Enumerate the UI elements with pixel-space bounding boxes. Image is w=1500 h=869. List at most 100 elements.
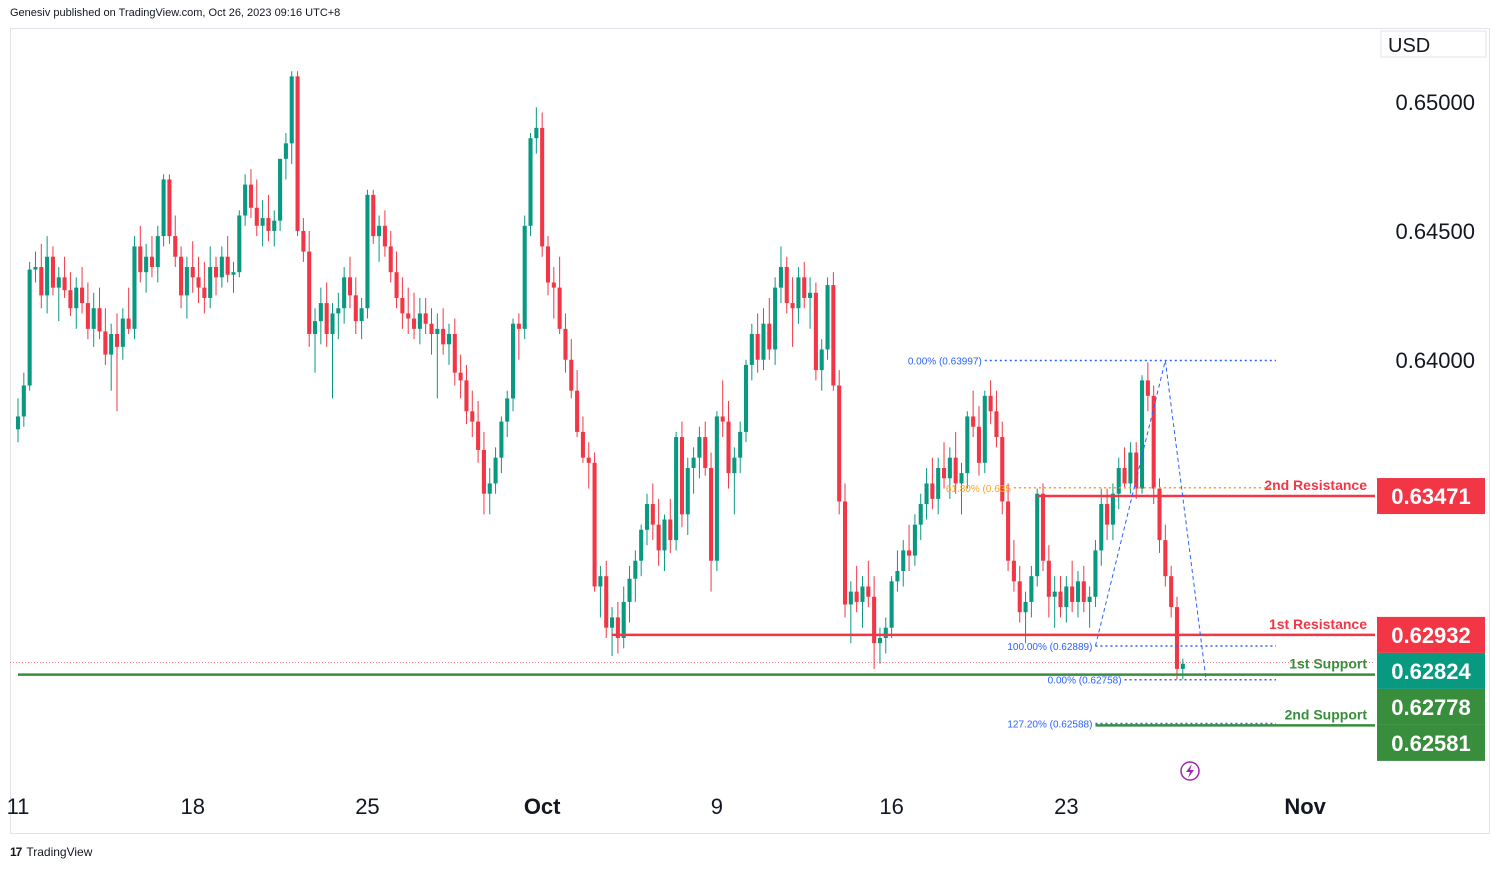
- currency-label: USD: [1388, 35, 1430, 57]
- candle: [738, 421, 743, 474]
- candle: [1116, 457, 1121, 510]
- candle: [85, 282, 90, 340]
- candle: [540, 112, 545, 257]
- candle: [679, 421, 684, 528]
- candle: [225, 236, 230, 283]
- candle-body: [406, 313, 411, 319]
- candle: [668, 498, 673, 553]
- candle-body: [569, 359, 574, 391]
- candle-body: [237, 215, 242, 273]
- candle-body: [691, 457, 696, 468]
- candle-body: [312, 321, 318, 334]
- candle-body: [307, 251, 312, 334]
- price-tag: 0.62824: [1377, 652, 1485, 689]
- candle-body: [505, 398, 510, 422]
- lightning-icon-ring: [1180, 761, 1200, 781]
- support-label: 2nd Support: [1285, 706, 1368, 722]
- price-tag-box: [1377, 478, 1485, 515]
- candle: [336, 292, 341, 340]
- publisher-line: Genesiv published on TradingView.com, Oc…: [10, 7, 341, 19]
- candle-body: [97, 308, 102, 332]
- price-tag: 0.63471: [1377, 478, 1485, 515]
- candle: [499, 416, 504, 474]
- candle: [56, 267, 61, 322]
- candle-body: [761, 323, 766, 360]
- candle: [842, 483, 848, 618]
- fib-level-label: 0.00% (0.63997): [908, 357, 982, 368]
- candle: [1035, 488, 1040, 587]
- candle: [697, 426, 702, 479]
- price-tag-label: 0.62824: [1391, 659, 1471, 684]
- tradingview-logo-icon: 17: [10, 845, 22, 859]
- candle: [458, 354, 463, 399]
- price-tag: 0.62581: [1377, 724, 1485, 761]
- candle: [103, 308, 108, 365]
- candle-body: [388, 246, 393, 273]
- candle-body: [971, 416, 976, 427]
- candle-body: [173, 236, 178, 257]
- candle-body: [936, 467, 941, 499]
- candle: [726, 400, 731, 489]
- candle: [936, 457, 941, 515]
- candle: [720, 380, 725, 438]
- candle: [1134, 442, 1139, 499]
- candle: [149, 236, 154, 278]
- candle: [941, 442, 947, 489]
- candle-body: [155, 236, 160, 268]
- candle-body: [528, 138, 533, 226]
- candle-body: [213, 267, 219, 278]
- candle: [91, 292, 96, 347]
- candle-body: [62, 277, 67, 291]
- candle: [557, 256, 562, 334]
- candle-body: [854, 591, 859, 602]
- candle-body: [796, 277, 801, 309]
- candle-body: [336, 308, 341, 314]
- candle-body: [493, 457, 498, 484]
- candle-body: [132, 246, 137, 329]
- candle-body: [598, 576, 603, 587]
- candle: [703, 421, 708, 476]
- candle-body: [837, 385, 842, 502]
- candle: [650, 483, 655, 541]
- candle: [417, 297, 422, 345]
- candle-body: [959, 473, 964, 484]
- x-tick-label: 25: [355, 794, 379, 819]
- candle: [1122, 447, 1127, 489]
- candle: [511, 318, 516, 412]
- lightning-icon-bolt: [1186, 764, 1194, 778]
- candle-body: [1029, 576, 1034, 602]
- candle-body: [283, 143, 288, 159]
- candle-body: [755, 334, 760, 360]
- candle: [1064, 576, 1069, 623]
- candle: [743, 359, 749, 443]
- candle: [1011, 540, 1016, 592]
- candle: [825, 277, 830, 360]
- resistance-label: 2nd Resistance: [1264, 477, 1367, 493]
- candle: [120, 308, 125, 360]
- candle: [481, 431, 486, 515]
- fib-level-label: 0.00% (0.62758): [1048, 676, 1122, 687]
- candle-body: [912, 524, 917, 556]
- candle-body: [534, 127, 539, 139]
- candle: [685, 457, 690, 535]
- candle-body: [848, 591, 853, 605]
- candle-body: [74, 287, 79, 309]
- candle: [132, 236, 137, 340]
- candle-body: [499, 421, 504, 458]
- candle-body: [907, 550, 912, 556]
- candle: [714, 411, 719, 572]
- candle: [1046, 545, 1051, 618]
- candle-body: [1145, 380, 1150, 396]
- candle: [144, 243, 149, 293]
- candle: [976, 406, 982, 476]
- candle: [50, 246, 55, 296]
- candle: [312, 308, 318, 373]
- candle: [243, 174, 248, 226]
- candle-body: [272, 220, 277, 231]
- candle-body: [400, 297, 405, 314]
- candle-body: [1040, 493, 1046, 561]
- candle-body: [918, 504, 923, 525]
- candle: [1140, 375, 1145, 494]
- candle-body: [50, 256, 55, 288]
